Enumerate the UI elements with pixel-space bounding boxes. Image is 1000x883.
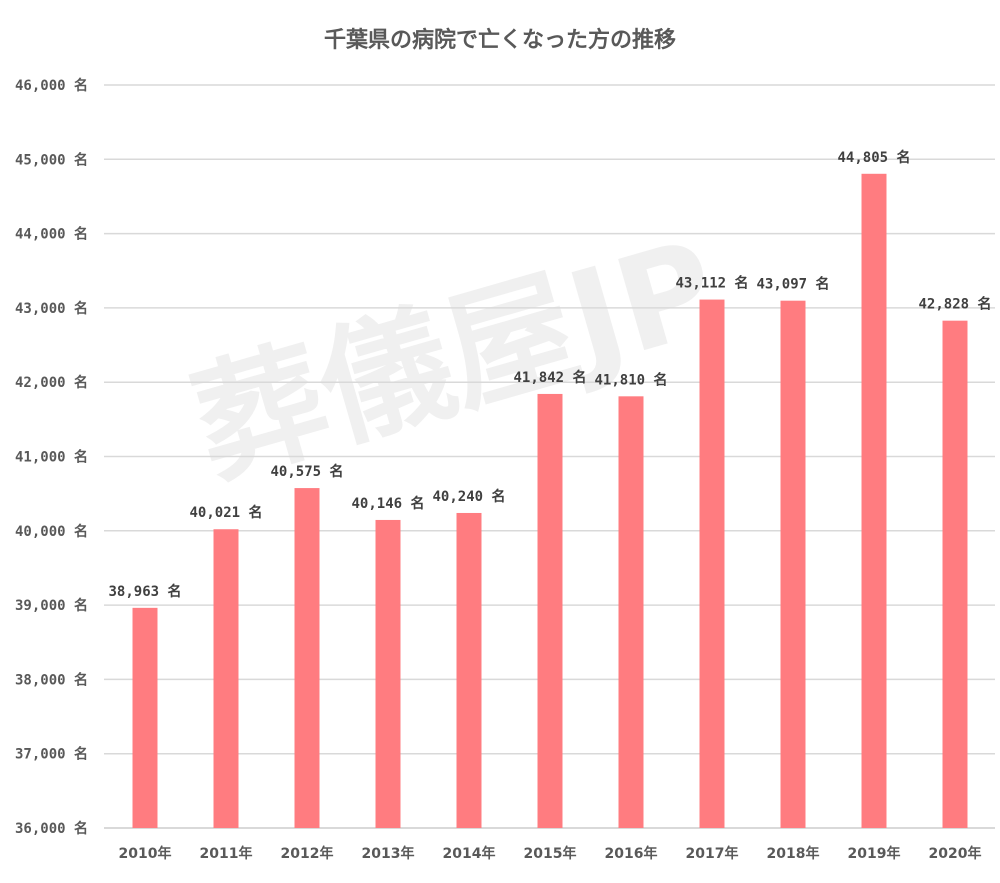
- x-tick-label: 2019年: [848, 845, 901, 862]
- bar: [213, 529, 239, 828]
- data-label: 42,828 名: [918, 296, 991, 313]
- y-tick-label: 43,000 名: [15, 300, 88, 317]
- x-tick-label: 2014年: [443, 845, 496, 862]
- bar: [780, 300, 806, 829]
- y-tick-label: 46,000 名: [15, 77, 88, 94]
- data-label: 40,575 名: [270, 463, 343, 480]
- bar: [456, 512, 482, 828]
- data-label: 43,112 名: [675, 275, 748, 292]
- x-tick-label: 2016年: [605, 845, 658, 862]
- bar: [942, 320, 968, 828]
- y-tick-label: 36,000 名: [15, 820, 88, 837]
- data-label: 41,810 名: [594, 371, 667, 388]
- bar: [861, 173, 887, 828]
- y-tick-label: 42,000 名: [15, 374, 88, 391]
- y-tick-label: 37,000 名: [15, 746, 88, 763]
- y-tick-label: 38,000 名: [15, 671, 88, 688]
- y-tick-label: 41,000 名: [15, 449, 88, 466]
- data-label: 38,963 名: [108, 583, 181, 600]
- x-tick-label: 2010年: [119, 845, 172, 862]
- chart-title: 千葉県の病院で亡くなった方の推移: [323, 28, 676, 53]
- data-label: 40,240 名: [432, 488, 505, 505]
- y-tick-label: 44,000 名: [15, 226, 88, 243]
- y-tick-label: 45,000 名: [15, 151, 88, 168]
- x-tick-label: 2017年: [686, 845, 739, 862]
- x-tick-label: 2018年: [767, 845, 820, 862]
- bar: [132, 607, 158, 828]
- data-label: 41,842 名: [513, 369, 586, 386]
- x-tick-label: 2020年: [929, 845, 982, 862]
- bar: [618, 396, 644, 828]
- y-tick-label: 39,000 名: [15, 597, 88, 614]
- y-tick-label: 40,000 名: [15, 523, 88, 540]
- x-tick-label: 2015年: [524, 845, 577, 862]
- bar: [537, 393, 563, 828]
- data-label: 44,805 名: [837, 149, 910, 166]
- data-label: 43,097 名: [756, 276, 829, 293]
- data-label: 40,021 名: [189, 504, 262, 521]
- x-tick-label: 2013年: [362, 845, 415, 862]
- bar: [699, 299, 725, 829]
- x-tick-label: 2012年: [281, 845, 334, 862]
- x-tick-label: 2011年: [200, 845, 253, 862]
- bar: [294, 488, 320, 828]
- bar: [375, 519, 401, 828]
- data-label: 40,146 名: [351, 495, 424, 512]
